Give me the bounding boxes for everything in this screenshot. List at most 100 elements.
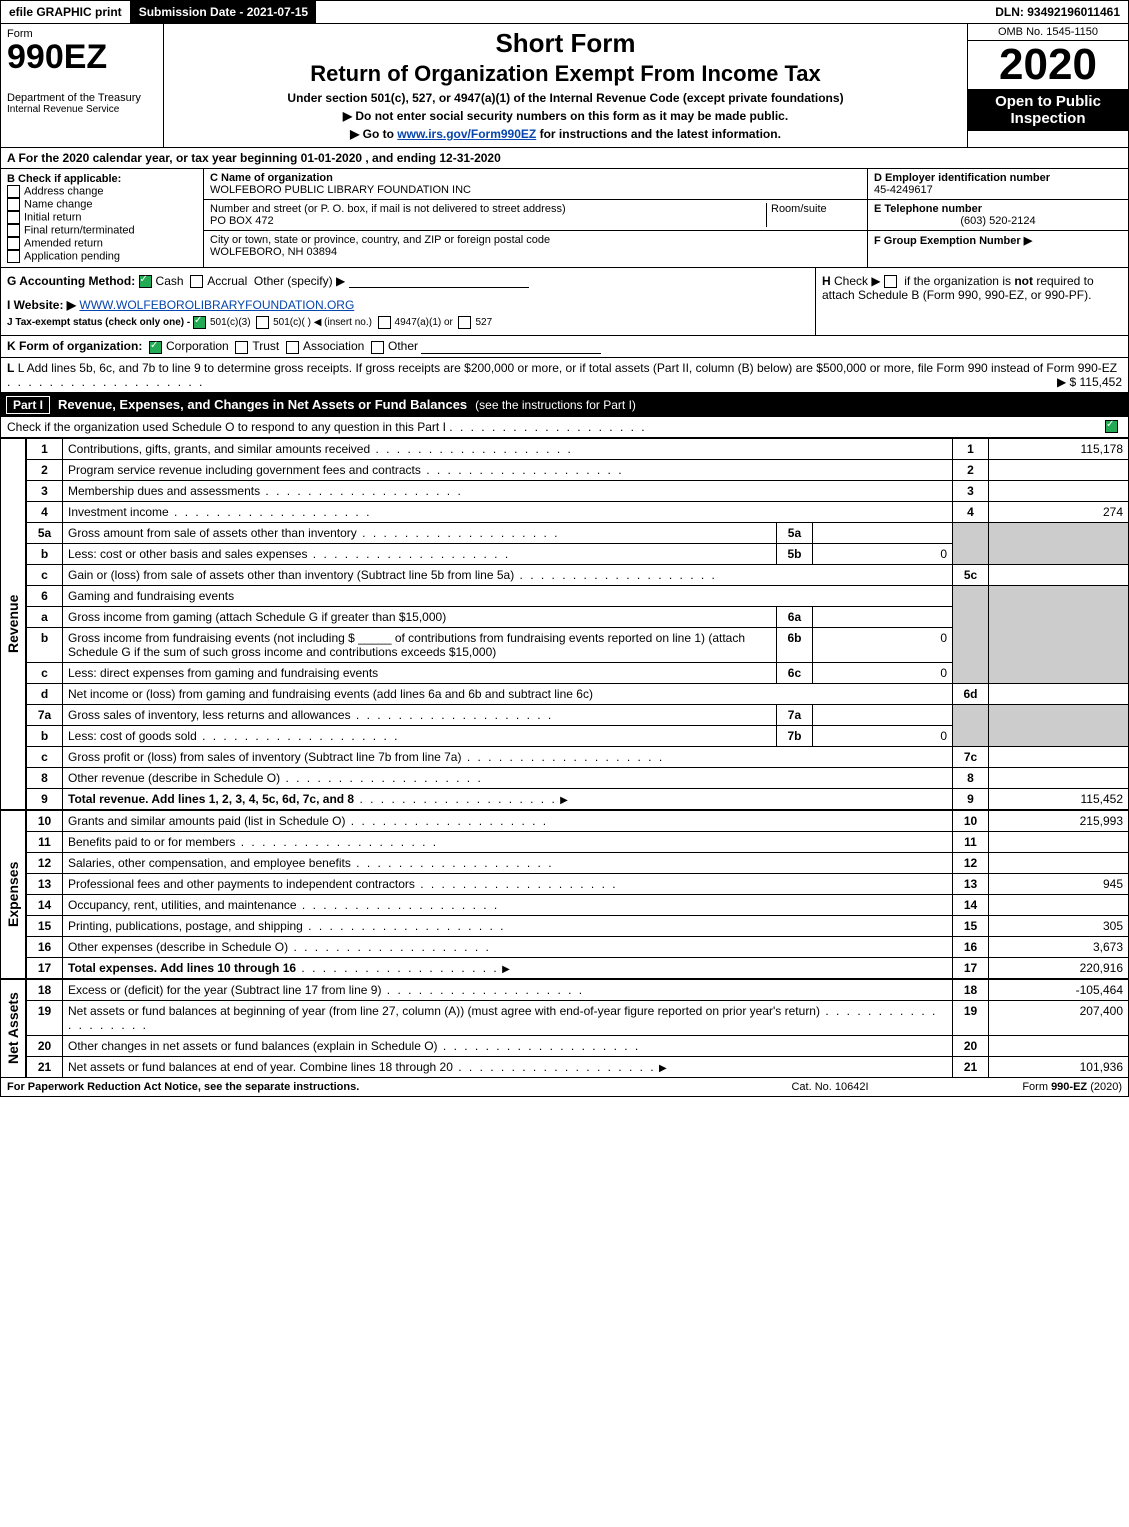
website-link[interactable]: WWW.WOLFEBOROLIBRARYFOUNDATION.ORG xyxy=(79,298,354,312)
l5b-num: b xyxy=(27,543,63,564)
l5-shade1 xyxy=(953,522,989,564)
l14-lbl: 14 xyxy=(953,894,989,915)
section-ghij: G Accounting Method: Cash Accrual Other … xyxy=(0,268,1129,336)
l12-desc: Salaries, other compensation, and employ… xyxy=(68,856,351,870)
l18-desc: Excess or (deficit) for the year (Subtra… xyxy=(68,983,381,997)
l13-desc: Professional fees and other payments to … xyxy=(68,877,415,891)
l1-num: 1 xyxy=(27,438,63,459)
lbl-other-specify: Other (specify) ▶ xyxy=(254,274,345,288)
other-org-field[interactable] xyxy=(421,341,601,354)
phone-value: (603) 520-2124 xyxy=(874,215,1122,227)
chk-4947[interactable] xyxy=(378,316,391,329)
l5c-val xyxy=(989,564,1129,585)
chk-amended-return[interactable]: Amended return xyxy=(7,237,197,250)
chk-final-return[interactable]: Final return/terminated xyxy=(7,224,197,237)
chk-trust[interactable] xyxy=(235,341,248,354)
l8-num: 8 xyxy=(27,767,63,788)
l16-lbl: 16 xyxy=(953,936,989,957)
l7a-sublbl: 7a xyxy=(776,704,812,725)
chk-accrual[interactable] xyxy=(190,275,203,288)
l5a-sublbl: 5a xyxy=(776,522,812,543)
line-15: 15Printing, publications, postage, and s… xyxy=(27,915,1129,936)
l6-num: 6 xyxy=(27,585,63,606)
part-i-check-row: Check if the organization used Schedule … xyxy=(0,417,1129,438)
l12-num: 12 xyxy=(27,852,63,873)
l5a-subval xyxy=(812,522,952,543)
chk-schedule-b[interactable] xyxy=(884,275,897,288)
chk-schedule-o[interactable] xyxy=(1105,420,1118,433)
c-name-label: C Name of organization xyxy=(210,172,333,184)
chk-cash[interactable] xyxy=(139,275,152,288)
omb-number: OMB No. 1545-1150 xyxy=(968,24,1128,41)
l19-num: 19 xyxy=(27,1000,63,1035)
l6d-lbl: 6d xyxy=(953,683,989,704)
open-to-public: Open to Public Inspection xyxy=(968,89,1128,131)
l7b-desc: Less: cost of goods sold xyxy=(68,729,197,743)
l7b-sublbl: 7b xyxy=(776,725,812,746)
line-14: 14Occupancy, rent, utilities, and mainte… xyxy=(27,894,1129,915)
ein-value: 45-4249617 xyxy=(874,184,933,196)
l9-lbl: 9 xyxy=(953,788,989,809)
l15-lbl: 15 xyxy=(953,915,989,936)
l6b-sublbl: 6b xyxy=(776,627,812,662)
chk-other-org[interactable] xyxy=(371,341,384,354)
l7a-num: 7a xyxy=(27,704,63,725)
chk-corporation[interactable] xyxy=(149,341,162,354)
form-header-center: Short Form Return of Organization Exempt… xyxy=(164,24,968,147)
l18-val: -105,464 xyxy=(989,979,1129,1000)
part-i-label: Part I xyxy=(6,396,50,414)
l11-lbl: 11 xyxy=(953,831,989,852)
l21-desc: Net assets or fund balances at end of ye… xyxy=(68,1060,453,1074)
l16-val: 3,673 xyxy=(989,936,1129,957)
main-title: Return of Organization Exempt From Incom… xyxy=(170,61,961,87)
line-21: 21Net assets or fund balances at end of … xyxy=(27,1056,1129,1077)
l13-val: 945 xyxy=(989,873,1129,894)
line-7a: 7a Gross sales of inventory, less return… xyxy=(27,704,1129,725)
l7b-subval: 0 xyxy=(812,725,952,746)
lbl-501c3: 501(c)(3) xyxy=(210,317,251,328)
section-bcdef: B Check if applicable: Address change Na… xyxy=(0,169,1129,268)
line-2: 2 Program service revenue including gove… xyxy=(27,459,1129,480)
l5b-sublbl: 5b xyxy=(776,543,812,564)
part-i-subtitle: (see the instructions for Part I) xyxy=(475,398,636,412)
submission-date-button[interactable]: Submission Date - 2021-07-15 xyxy=(131,1,317,23)
chk-501c3[interactable] xyxy=(193,316,206,329)
l6b-num: b xyxy=(27,627,63,662)
l6d-num: d xyxy=(27,683,63,704)
chk-initial-return[interactable]: Initial return xyxy=(7,211,197,224)
chk-association[interactable] xyxy=(286,341,299,354)
l19-lbl: 19 xyxy=(953,1000,989,1035)
l3-num: 3 xyxy=(27,480,63,501)
l20-val xyxy=(989,1035,1129,1056)
l7-shade2 xyxy=(989,704,1129,746)
l6c-sublbl: 6c xyxy=(776,662,812,683)
l14-num: 14 xyxy=(27,894,63,915)
efile-print-button[interactable]: efile GRAPHIC print xyxy=(1,1,131,23)
l1-lbl: 1 xyxy=(953,438,989,459)
d-ein-cell: D Employer identification number 45-4249… xyxy=(868,169,1128,200)
l17-desc: Total expenses. Add lines 10 through 16 xyxy=(68,961,296,975)
org-address: PO BOX 472 xyxy=(210,215,274,227)
form-header-right: OMB No. 1545-1150 2020 Open to Public In… xyxy=(968,24,1128,147)
dots-parti xyxy=(449,420,646,434)
l4-desc: Investment income xyxy=(68,505,169,519)
l6c-num: c xyxy=(27,662,63,683)
lbl-insert-no: ◀ (insert no.) xyxy=(314,317,372,328)
l6-shade2 xyxy=(989,585,1129,683)
chk-name-change[interactable]: Name change xyxy=(7,198,197,211)
chk-527[interactable] xyxy=(458,316,471,329)
chk-501c[interactable] xyxy=(256,316,269,329)
l10-val: 215,993 xyxy=(989,810,1129,831)
l2-val xyxy=(989,459,1129,480)
part-i-title: Revenue, Expenses, and Changes in Net As… xyxy=(58,397,467,412)
chk-address-change[interactable]: Address change xyxy=(7,185,197,198)
lbl-4947: 4947(a)(1) or xyxy=(395,317,453,328)
b-check-label: B Check if applicable: xyxy=(7,173,197,185)
line-6: 6 Gaming and fundraising events xyxy=(27,585,1129,606)
chk-application-pending[interactable]: Application pending xyxy=(7,250,197,263)
form-header: Form 990EZ Department of the Treasury In… xyxy=(0,24,1129,148)
lbl-accrual: Accrual xyxy=(207,274,247,288)
row-l: L L Add lines 5b, 6c, and 7b to line 9 t… xyxy=(0,358,1129,393)
other-specify-field[interactable] xyxy=(349,275,529,288)
irs-link[interactable]: www.irs.gov/Form990EZ xyxy=(397,127,536,141)
